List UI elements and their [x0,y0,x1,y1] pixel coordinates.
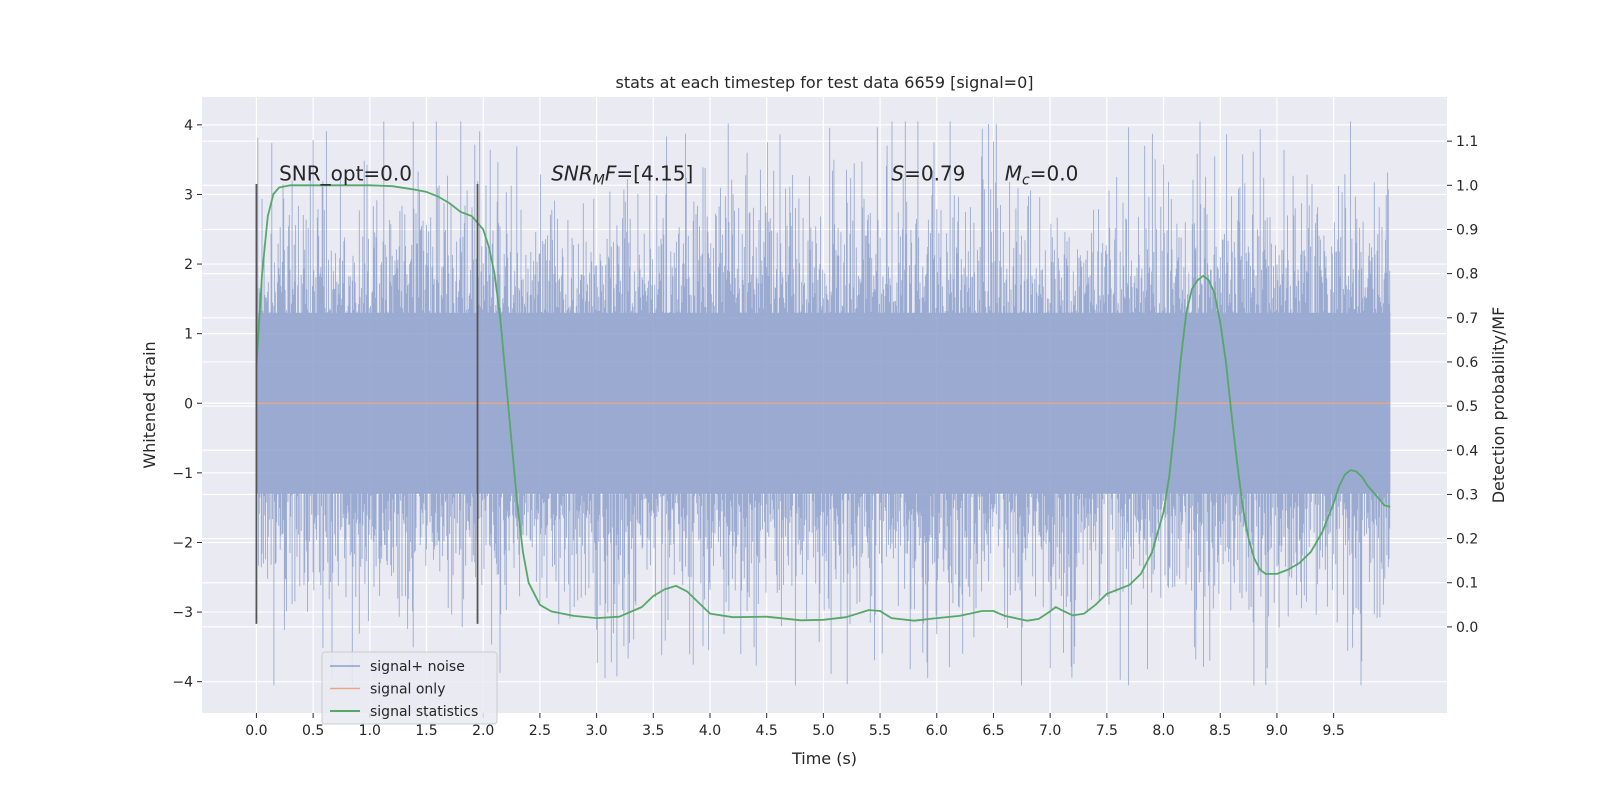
y-right-tick-label: 1.0 [1456,178,1478,194]
y-left-tick-label: 1 [184,327,193,343]
y-right-tick-label: 0.2 [1456,532,1478,548]
annotation-text: Mc=0.0 [1005,162,1079,189]
legend-entry: signal+ noise [370,659,465,675]
legend: signal+ noise signal only signal statistic… [321,651,498,725]
annotations: SNR_opt=0.0 SNRMF=[4.15] S=0.79 Mc=0.0 [279,162,1078,189]
annotation-text: SNR_opt=0.0 [279,162,412,186]
x-tick-label: 0.0 [245,723,267,739]
y-left-tick-label: 3 [184,187,193,203]
x-tick-label: 8.5 [1209,723,1231,739]
x-tick-label: 1.5 [415,723,437,739]
y-left-tick-label: 4 [184,118,193,134]
y-right-tick-label: 0.9 [1456,222,1478,238]
y-right-tick-label: 0.4 [1456,443,1478,459]
x-tick-label: 7.0 [1039,723,1061,739]
annotation-text: S=0.79 [891,162,965,186]
series-layer [255,121,1391,686]
x-tick-label: 3.5 [642,723,664,739]
x-tick-label: 8.0 [1152,723,1174,739]
y-right-tick-label: 0.5 [1456,399,1478,415]
x-tick-label: 4.0 [699,723,721,739]
x-tick-label: 2.5 [529,723,551,739]
x-tick-label: 9.0 [1266,723,1288,739]
y-right-tick-label: 0.8 [1456,267,1478,283]
y-right-tick-label: 0.6 [1456,355,1478,371]
x-tick-label: 0.5 [302,723,324,739]
legend-box [321,651,498,725]
y-right-tick-label: 0.0 [1456,620,1478,636]
x-axis: 0.0 0.5 1.0 1.5 2.0 2.5 3.0 3.5 4.0 4.5 5.0 5.5 6.0 6… [245,713,1345,739]
x-tick-label: 9.5 [1322,723,1344,739]
x-tick-label: 3.0 [585,723,607,739]
y-left-tick-label: 0 [184,396,193,412]
x-axis-label: Time (s) [791,749,857,768]
y-left-tick-label: 2 [184,257,193,273]
annotation-text: SNRMF=[4.15] [551,162,693,189]
x-tick-label: 7.5 [1096,723,1118,739]
y-axis-right: 0.0 0.1 0.2 0.3 0.4 0.5 0.6 0.7 0.8 0.9 1.0 1.1 [1447,134,1478,636]
legend-entry: signal statistics [370,704,478,720]
x-tick-label: 1.0 [359,723,381,739]
y-left-tick-label: −4 [172,675,193,691]
y-axis-label-right: Detection probability/MF [1489,307,1508,504]
y-right-tick-label: 0.7 [1456,311,1478,327]
x-tick-label: 5.0 [812,723,834,739]
x-tick-label: 4.5 [756,723,778,739]
x-tick-label: 5.5 [869,723,891,739]
y-right-tick-label: 0.1 [1456,576,1478,592]
y-right-tick-label: 1.1 [1456,134,1478,150]
chart-title: stats at each timestep for test data 665… [615,73,1033,92]
series-line-signal-statistics [255,184,1391,622]
x-tick-label: 6.0 [926,723,948,739]
x-tick-label: 6.5 [982,723,1004,739]
legend-entry: signal only [370,682,445,698]
y-axis-label-left: Whitened strain [140,341,159,468]
y-left-tick-label: −2 [172,535,193,551]
vertical-markers [255,184,479,624]
x-tick-label: 2.0 [472,723,494,739]
y-right-tick-label: 0.3 [1456,487,1478,503]
y-axis-left: −4 −3 −2 −1 0 1 2 3 4 [172,118,202,691]
y-left-tick-label: −3 [172,605,193,621]
y-left-tick-label: −1 [172,466,193,482]
